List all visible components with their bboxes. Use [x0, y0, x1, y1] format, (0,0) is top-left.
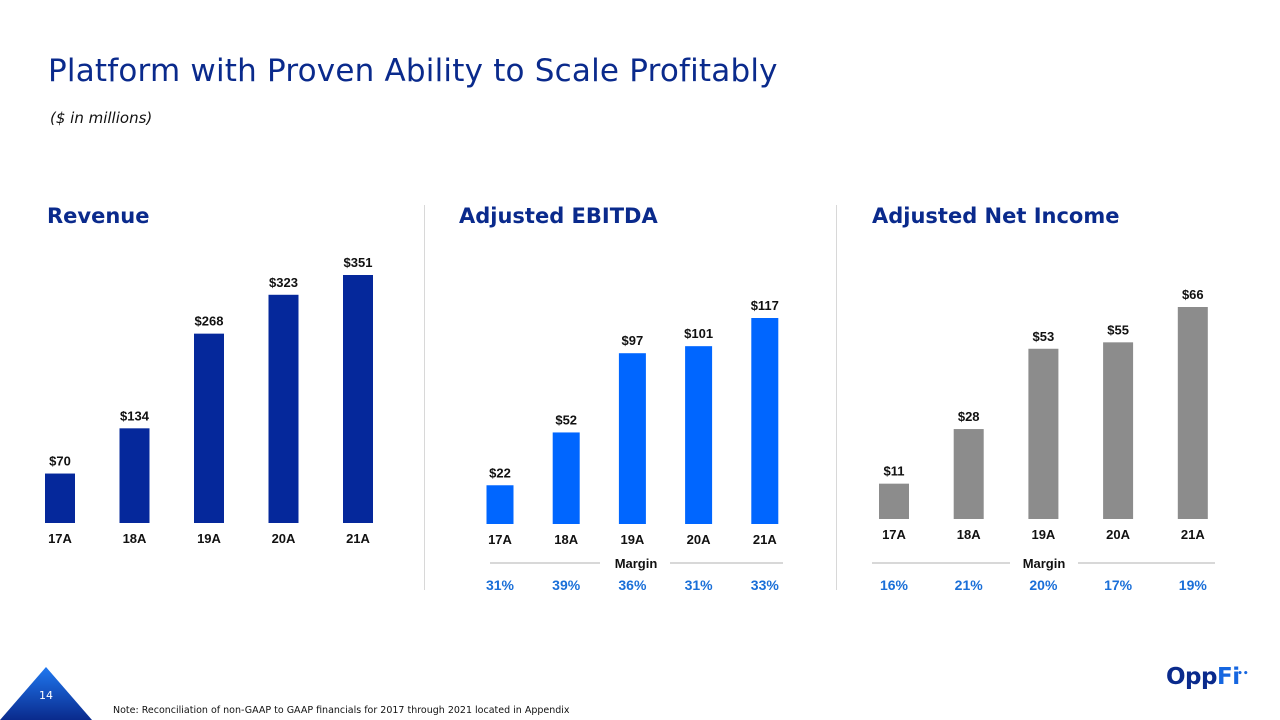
- ebitda-margin-value: 36%: [618, 577, 647, 593]
- ebitda-bar: [486, 485, 514, 524]
- ebitda-category-label: 18A: [554, 532, 578, 547]
- ebitda-bar: [618, 353, 646, 524]
- page-number-triangle: [0, 667, 92, 720]
- net-income-category-label: 17A: [882, 527, 906, 542]
- logo-text-opp: Opp: [1166, 664, 1217, 690]
- net-income-value-label: $11: [884, 464, 905, 479]
- net-income-value-label: $53: [1033, 329, 1055, 344]
- panel-divider-2: [836, 205, 837, 590]
- revenue-value-label: $323: [269, 275, 298, 290]
- revenue-value-label: $134: [120, 408, 150, 423]
- logo-text-fi: Fi: [1216, 664, 1240, 690]
- revenue-category-label: 17A: [48, 531, 72, 546]
- ebitda-category-label: 21A: [753, 532, 777, 547]
- units-subtitle: ($ in millions): [50, 109, 153, 127]
- ebitda-value-label: $97: [622, 333, 644, 348]
- ebitda-category-label: 20A: [687, 532, 711, 547]
- ebitda-value-label: $101: [684, 326, 713, 341]
- net-income-bar: [1103, 342, 1134, 519]
- net-income-category-label: 20A: [1106, 527, 1130, 542]
- panel-divider-1: [424, 205, 425, 590]
- ebitda-value-label: $52: [555, 412, 577, 427]
- ebitda-chart-title: Adjusted EBITDA: [459, 204, 658, 228]
- net-income-bar: [1177, 307, 1208, 519]
- ebitda-value-label: $117: [751, 298, 779, 313]
- ebitda-value-label: $22: [489, 465, 511, 480]
- net-income-category-label: 19A: [1031, 527, 1055, 542]
- revenue-bar: [45, 473, 75, 523]
- revenue-bar: [194, 333, 224, 523]
- ebitda-category-label: 19A: [620, 532, 644, 547]
- net-income-margin-value: 16%: [880, 577, 909, 593]
- net-income-bar: [879, 483, 909, 519]
- net-income-margin-value: 19%: [1179, 577, 1208, 593]
- oppfi-logo: OppFi ••: [1166, 664, 1249, 690]
- revenue-value-label: $268: [195, 314, 224, 329]
- net-income-margin-value: 17%: [1104, 577, 1133, 593]
- footnote: Note: Reconciliation of non-GAAP to GAAP…: [113, 705, 570, 716]
- net-income-category-label: 18A: [957, 527, 981, 542]
- revenue-chart-title: Revenue: [47, 204, 150, 228]
- ebitda-margin-value: 39%: [552, 577, 581, 593]
- revenue-value-label: $70: [49, 454, 71, 469]
- revenue-bar: [119, 428, 150, 523]
- net-income-value-label: $28: [958, 409, 980, 424]
- ebitda-margin-heading: Margin: [615, 556, 658, 571]
- ebitda-margin-value: 31%: [486, 577, 515, 593]
- net-income-margin-value: 21%: [955, 577, 984, 593]
- page-title: Platform with Proven Ability to Scale Pr…: [48, 53, 778, 89]
- net-income-margin-value: 20%: [1029, 577, 1058, 593]
- net-income-category-label: 21A: [1181, 527, 1205, 542]
- ebitda-bar: [685, 346, 713, 524]
- revenue-value-label: $351: [344, 255, 373, 270]
- revenue-bar: [343, 275, 373, 523]
- net-income-margin-heading: Margin: [1023, 556, 1066, 571]
- revenue-category-label: 20A: [272, 531, 296, 546]
- ebitda-margin-value: 31%: [685, 577, 714, 593]
- net-income-bar: [1028, 348, 1059, 519]
- net-income-chart-title: Adjusted Net Income: [872, 204, 1120, 228]
- page-number: 14: [39, 689, 53, 702]
- ebitda-chart: $22 17A 31% $52 18A 39% $97 19A 36% $101 20A 31% $11…: [486, 298, 783, 593]
- revenue-chart: $70 17A $134 18A $268 19A $323 20A $351 21A: [45, 255, 373, 546]
- logo-dots-icon: ••: [1237, 669, 1249, 679]
- revenue-category-label: 18A: [123, 531, 147, 546]
- net-income-bar: [953, 429, 984, 519]
- ebitda-margin-value: 33%: [751, 577, 780, 593]
- net-income-value-label: $55: [1107, 322, 1129, 337]
- revenue-category-label: 21A: [346, 531, 370, 546]
- net-income-chart: $11 17A 16% $28 18A 21% $53 19A 20% $55 20A 17% $66 2…: [872, 287, 1215, 593]
- ebitda-bar: [552, 432, 580, 524]
- ebitda-category-label: 17A: [488, 532, 512, 547]
- revenue-bar: [268, 294, 299, 523]
- revenue-category-label: 19A: [197, 531, 221, 546]
- ebitda-bar: [751, 318, 779, 524]
- net-income-value-label: $66: [1182, 287, 1204, 302]
